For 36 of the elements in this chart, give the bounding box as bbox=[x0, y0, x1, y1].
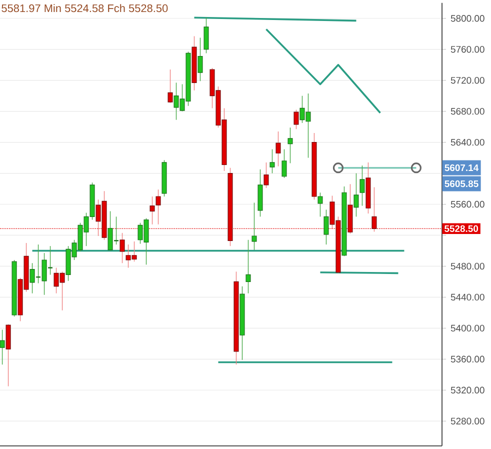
candlestick bbox=[270, 148, 275, 174]
y-tick-label: 5800.00 bbox=[450, 15, 484, 22]
y-tick-label: 5640.00 bbox=[450, 138, 484, 146]
candlestick bbox=[318, 192, 323, 217]
candlestick bbox=[276, 131, 281, 167]
y-tick-label: 5280.00 bbox=[450, 418, 484, 424]
line-series bbox=[265, 28, 382, 114]
y-tick-label: 5760.00 bbox=[450, 46, 484, 53]
candlestick bbox=[168, 69, 173, 104]
y-tick-label: 5480.00 bbox=[450, 262, 484, 270]
annotation: 5607.14 bbox=[444, 164, 479, 172]
candlestick bbox=[156, 189, 161, 225]
candlestick bbox=[294, 109, 299, 130]
candlestick bbox=[246, 240, 251, 294]
y-tick-label: 5440.00 bbox=[450, 294, 484, 301]
candlestick bbox=[150, 196, 155, 225]
y-tick-label: 5320.00 bbox=[450, 386, 484, 394]
candlestick bbox=[264, 162, 269, 188]
text: 5605.85 bbox=[444, 180, 478, 188]
candlestick bbox=[324, 209, 329, 245]
y-tick-label: 5400.00 bbox=[450, 324, 484, 332]
candlestick bbox=[198, 37, 203, 82]
candlestick bbox=[354, 172, 359, 217]
candlestick bbox=[204, 17, 209, 54]
y-tick-label: 5560.00 bbox=[450, 200, 484, 208]
candlestick bbox=[282, 148, 287, 178]
y-tick-label: 5360.00 bbox=[450, 356, 484, 362]
ref-line-label: 5528.50 bbox=[444, 225, 478, 232]
candlestick bbox=[0, 329, 5, 365]
y-tick-label: 5720.00 bbox=[450, 76, 484, 84]
annotation: 5581.97 Min 5524.58 Fch 5528.50 bbox=[2, 4, 168, 12]
y-tick-label: 5680.00 bbox=[450, 108, 484, 115]
candlestick bbox=[360, 165, 365, 206]
candlestick bbox=[288, 127, 293, 164]
candlestick bbox=[252, 202, 257, 250]
candlestick bbox=[120, 232, 125, 264]
